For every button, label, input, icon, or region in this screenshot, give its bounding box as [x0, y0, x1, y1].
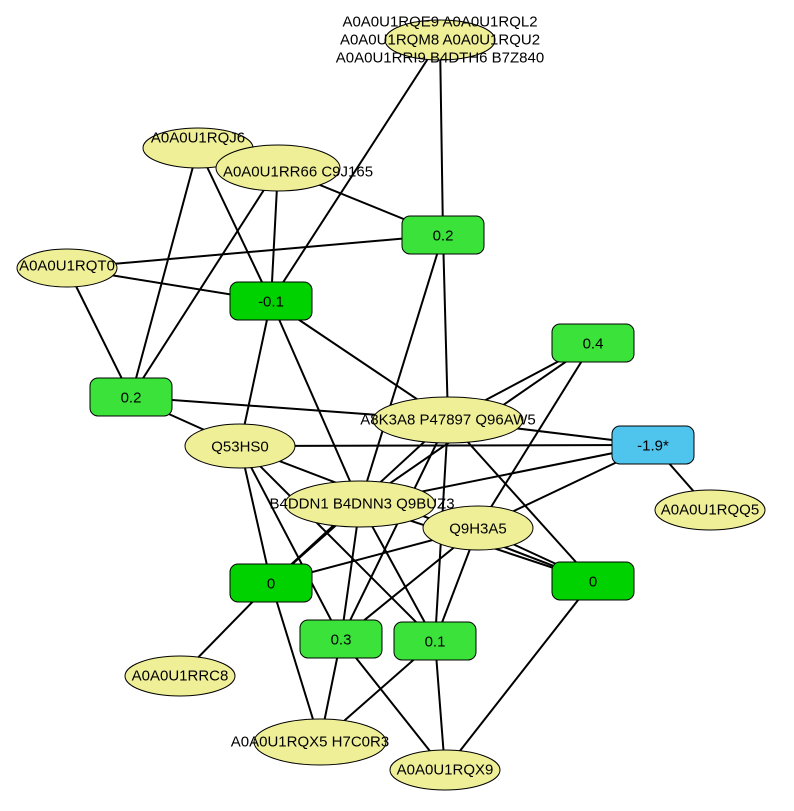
node-r_02a[interactable]: 0.2	[402, 216, 484, 254]
node-ext-label: A0A0U1RR66 C9J165	[223, 164, 373, 181]
node-label: 0	[589, 574, 597, 591]
node-label: -0.1	[258, 294, 284, 311]
node-label: 0.3	[331, 632, 352, 649]
node-label: 0.1	[425, 634, 446, 651]
node-label: 0.4	[583, 336, 604, 353]
node-ext-label: B4DDN1 B4DNN3 Q9BUZ3	[269, 496, 454, 513]
edge	[445, 581, 593, 770]
edge	[67, 235, 443, 268]
node-ext-label: A0A0U1RQE9 A0A0U1RQL2	[342, 14, 537, 31]
node-label: -1.9*	[637, 438, 669, 455]
edge	[131, 148, 198, 397]
edge	[440, 40, 443, 235]
node-ext-label: A8K3A8 P47897 Q96AW5	[360, 412, 535, 429]
network-diagram: A0A0U1RQE9 A0A0U1RQL2A0A0U1RQM8 A0A0U1RQ…	[0, 0, 794, 811]
node-ext-label: A0A0U1RRC8	[132, 668, 229, 685]
node-ext-label: A0A0U1RQX5 H7C0R3	[231, 734, 389, 751]
edge	[240, 446, 341, 639]
node-label: 0.2	[121, 390, 142, 407]
node-ext-label: A0A0U1RQM8 A0A0U1RQU2	[340, 32, 540, 49]
edge	[443, 235, 448, 420]
node-r_0b[interactable]: 0	[552, 562, 634, 600]
node-label: 0	[267, 576, 275, 593]
edge	[240, 446, 435, 641]
edge	[271, 583, 320, 742]
node-ext-label: A0A0U1RQT0	[19, 258, 115, 275]
node-ext-label: A0A0U1RRI9 B4DTH6 B7Z840	[336, 50, 544, 67]
node-r_0a[interactable]: 0	[230, 564, 312, 602]
node-r_02b[interactable]: 0.2	[90, 378, 172, 416]
node-r_m19[interactable]: -1.9*	[612, 426, 694, 464]
node-r_04[interactable]: 0.4	[552, 324, 634, 362]
node-ext-label: A0A0U1RQQ5	[661, 502, 759, 519]
node-label: Q9H3A5	[449, 521, 507, 538]
node-ext-label: A0A0U1RQX9	[397, 762, 494, 779]
node-r_01[interactable]: 0.1	[394, 622, 476, 660]
node-r_03[interactable]: 0.3	[300, 620, 382, 658]
node-ext-label: A0A0U1RQJ6	[151, 130, 245, 147]
node-n_q9h3[interactable]: Q9H3A5	[423, 506, 533, 550]
node-label: Q53HS0	[211, 439, 269, 456]
node-label: 0.2	[433, 228, 454, 245]
node-n_q53[interactable]: Q53HS0	[185, 424, 295, 468]
node-r_m01[interactable]: -0.1	[230, 282, 312, 320]
